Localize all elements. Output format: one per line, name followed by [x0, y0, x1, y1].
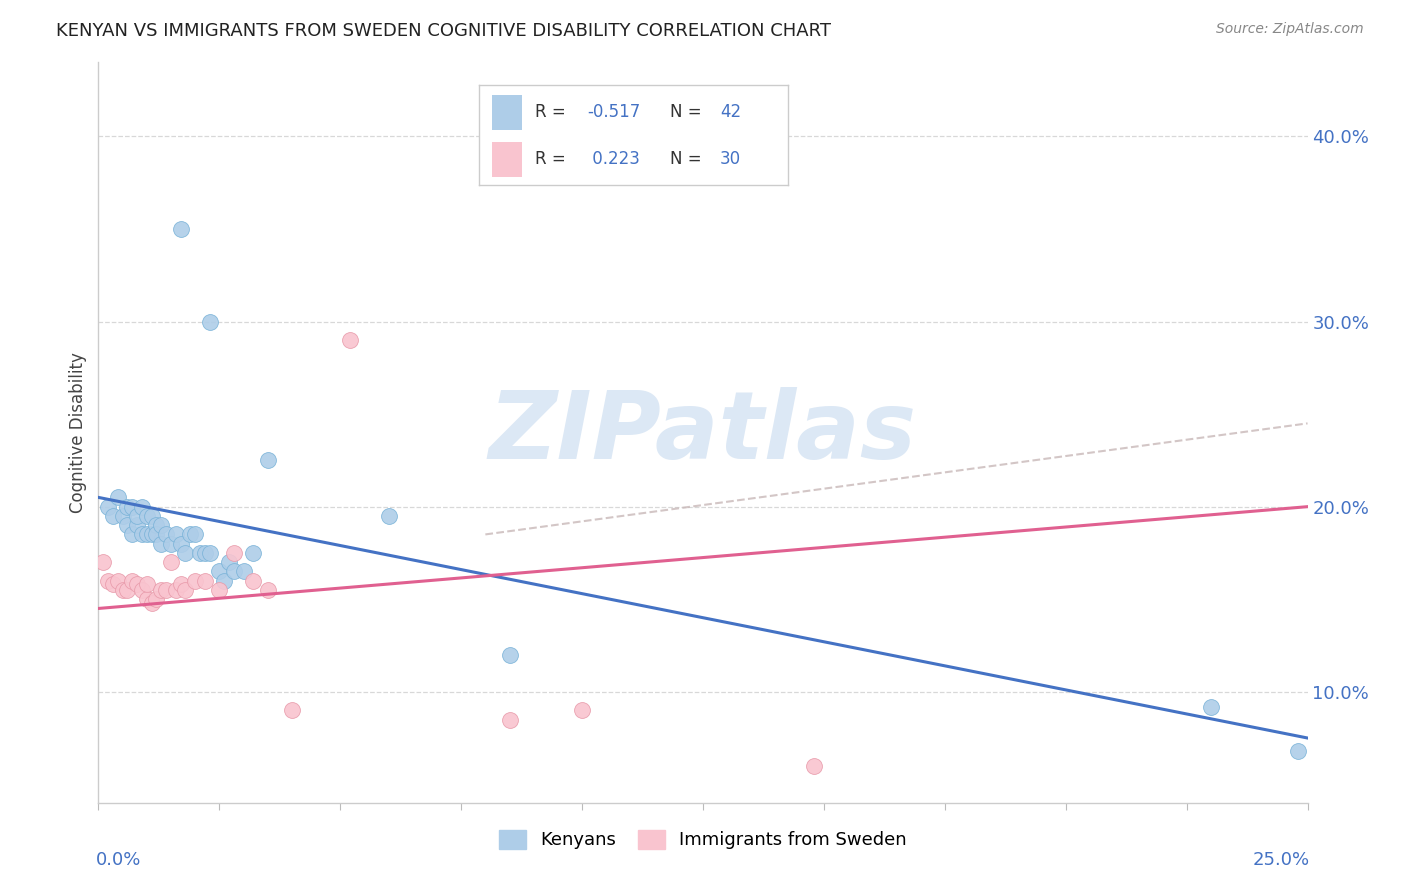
Point — [127, 577, 149, 591]
Point — [165, 527, 187, 541]
Point — [377, 508, 399, 523]
Point — [179, 527, 201, 541]
Point — [184, 574, 207, 588]
Point — [101, 577, 124, 591]
Point — [198, 546, 221, 560]
Legend: Kenyans, Immigrants from Sweden: Kenyans, Immigrants from Sweden — [492, 823, 914, 856]
Text: ZIPatlas: ZIPatlas — [489, 386, 917, 479]
Point — [117, 500, 139, 514]
Text: Source: ZipAtlas.com: Source: ZipAtlas.com — [1216, 22, 1364, 37]
Point — [498, 648, 520, 662]
Text: KENYAN VS IMMIGRANTS FROM SWEDEN COGNITIVE DISABILITY CORRELATION CHART: KENYAN VS IMMIGRANTS FROM SWEDEN COGNITI… — [56, 22, 831, 40]
Point — [184, 527, 207, 541]
Point — [174, 546, 197, 560]
Point — [222, 546, 245, 560]
Point — [131, 527, 153, 541]
Point — [111, 508, 134, 523]
Point — [208, 582, 231, 597]
Point — [218, 555, 240, 569]
Point — [141, 527, 163, 541]
Point — [339, 333, 361, 347]
Point — [121, 500, 143, 514]
Point — [256, 582, 278, 597]
Text: 0.0%: 0.0% — [96, 851, 142, 869]
Point — [803, 758, 825, 772]
Point — [155, 582, 177, 597]
Point — [121, 527, 143, 541]
Point — [145, 592, 167, 607]
Point — [174, 582, 197, 597]
Point — [107, 574, 129, 588]
Point — [242, 546, 264, 560]
Text: 25.0%: 25.0% — [1253, 851, 1310, 869]
Point — [127, 508, 149, 523]
Point — [242, 574, 264, 588]
Point — [160, 555, 183, 569]
Point — [281, 703, 304, 717]
Point — [1286, 744, 1309, 758]
Point — [135, 592, 157, 607]
Point — [97, 574, 120, 588]
Point — [232, 565, 254, 579]
Point — [169, 577, 191, 591]
Point — [188, 546, 211, 560]
Point — [165, 582, 187, 597]
Point — [117, 582, 139, 597]
Point — [135, 577, 157, 591]
Point — [145, 518, 167, 533]
Point — [141, 596, 163, 610]
Point — [141, 508, 163, 523]
Y-axis label: Cognitive Disability: Cognitive Disability — [69, 352, 87, 513]
Point — [97, 500, 120, 514]
Point — [571, 703, 593, 717]
Point — [127, 518, 149, 533]
Point — [208, 565, 231, 579]
Point — [150, 518, 173, 533]
Point — [160, 536, 183, 550]
Point — [256, 453, 278, 467]
Point — [107, 491, 129, 505]
Point — [131, 582, 153, 597]
Point — [111, 582, 134, 597]
Point — [1199, 699, 1222, 714]
Point — [169, 222, 191, 236]
Point — [135, 527, 157, 541]
Point — [212, 574, 235, 588]
Point — [150, 536, 173, 550]
Point — [117, 518, 139, 533]
Point — [150, 582, 173, 597]
Point — [155, 527, 177, 541]
Point — [121, 574, 143, 588]
Point — [131, 500, 153, 514]
Point — [101, 508, 124, 523]
Point — [135, 508, 157, 523]
Point — [498, 713, 520, 727]
Point — [145, 527, 167, 541]
Point — [198, 314, 221, 328]
Point — [222, 565, 245, 579]
Point — [194, 574, 217, 588]
Point — [194, 546, 217, 560]
Point — [169, 536, 191, 550]
Point — [91, 555, 114, 569]
